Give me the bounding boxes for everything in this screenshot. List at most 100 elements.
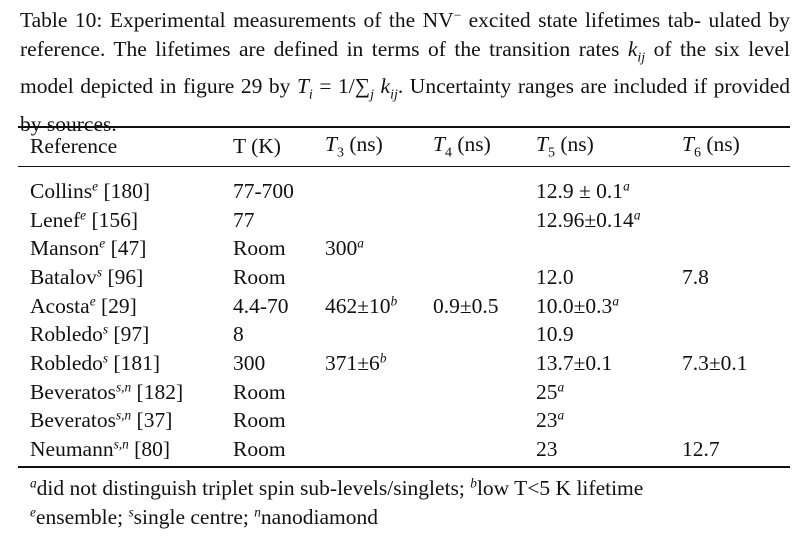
temperature-cell: 8 [233,322,244,347]
reference-cell: Neumanns,n [80] [30,436,170,462]
caption-text-3b: . Uncertainty [397,74,512,99]
footnote-e: ensemble; [35,505,129,529]
t4-cell [433,407,536,436]
header-temperature: T (K) [233,134,281,158]
caption-text-4: ranges are included if provided by sourc… [20,74,791,136]
table-row: Collinse [180] 77-700 12.9 ± 0.1a [30,163,782,206]
t6-cell: 7.8 [682,264,709,289]
header-row: Reference T (K) T3 (ns) T4 (ns) T5 (ns) … [30,130,782,163]
t4-cell [433,206,536,235]
header-t4: T4 (ns) [433,131,491,161]
temperature-cell: 77 [233,207,255,232]
t5-cell: 12.96±0.14a [536,207,641,232]
table-caption: Table 10: Experimental measurements of t… [20,6,790,139]
t4-cell: 0.9±0.5 [433,293,499,318]
t3-cell [325,407,433,436]
t5-cell: 10.9 [536,322,574,347]
header-t3: T3 (ns) [325,131,383,161]
temperature-cell: 77-700 [233,178,294,203]
table-body: Collinse [180] 77-700 12.9 ± 0.1a Lenefe [1… [30,163,782,464]
reference-cell: Beveratoss,n [182] [30,379,184,404]
t4-cell [433,378,536,407]
t3-cell: 462±10b [325,293,398,318]
t3-cell: 371±6b [325,350,387,375]
reference-cell: Lenefe [156] [30,207,139,232]
t4-cell [433,234,536,263]
table-footnotes: adid not distinguish triplet spin sub-le… [30,474,790,532]
reference-cell: Robledos [181] [30,350,160,375]
t3-cell: 300a [325,235,364,261]
temperature-cell: Room [233,437,286,462]
table-row: Beveratoss,n [37] Room 23a [30,407,782,436]
t4-cell [433,163,536,206]
table-row: Beveratoss,n [182] Room 25a [30,378,782,407]
footnote-b: low T<5 K lifetime [476,476,644,500]
t6-cell [682,320,782,349]
t5-cell: 10.0±0.3a [536,293,619,318]
caption-kij: kij [627,37,646,66]
reference-cell: Collinse [180] [30,178,151,203]
top-rule [18,126,790,128]
t6-cell [682,378,782,407]
temperature-cell: 300 [233,350,266,375]
header-t6: T6 (ns) [682,131,740,161]
t4-cell [433,349,536,378]
t3-cell [325,263,433,292]
t4-cell [433,263,536,292]
t5-cell: 23 [536,437,558,462]
caption-text-3: of the six level model depicted in figur… [20,37,791,99]
reference-cell: Batalovs [96] [30,264,144,289]
t6-cell [682,292,782,321]
caption-label: Table 10: [20,8,103,32]
t5-cell: 23a [536,408,565,433]
reference-cell: Robledos [97] [30,321,150,347]
t5-cell [536,234,682,263]
header-t5: T5 (ns) [536,131,594,161]
table-row: Mansone [47] Room 300a [30,234,782,263]
table-row: Acostae [29] 4.4-70 462±10b 0.9±0.5 10.0±0.3… [30,292,782,321]
t4-cell [433,320,536,349]
t5-cell: 12.0 [536,264,574,289]
charge-superscript: − [453,7,462,23]
reference-cell: Beveratoss,n [37] [30,408,173,433]
caption-text-1: Experimental measurements of the NV [109,8,454,32]
t3-cell [325,206,433,235]
footnote-n: nanodiamond [260,505,378,529]
caption-text-2: ulated by reference. The lifetimes are d… [20,8,791,61]
lifetime-table: Reference T (K) T3 (ns) T4 (ns) T5 (ns) … [30,130,782,464]
temperature-cell: 4.4-70 [233,293,289,318]
caption-text-1b: excited state lifetimes tab- [468,8,702,32]
reference-cell: Mansone [47] [30,235,147,261]
t6-cell [682,163,782,206]
table-row: Robledos [97] 8 10.9 [30,320,782,349]
t3-cell [325,320,433,349]
header-rule [18,166,790,167]
bottom-rule [18,466,790,468]
table-row: Batalovs [96] Room 12.0 7.8 [30,263,782,292]
footnote-a: did not distinguish triplet spin sub-lev… [36,476,471,500]
temperature-cell: Room [233,264,286,289]
table-row: Robledos [181] 300 371±6b 13.7±0.1 7.3±0.1 [30,349,782,378]
t6-cell [682,407,782,436]
temperature-cell: Room [233,379,286,404]
t3-cell [325,435,433,464]
t4-cell [433,435,536,464]
t6-cell: 7.3±0.1 [682,350,748,375]
t3-cell [325,163,433,206]
header-reference: Reference [30,134,118,158]
lifetime-formula: Ti = 1/∑j kij [296,74,398,103]
temperature-cell: Room [233,408,286,433]
footnote-line-1: adid not distinguish triplet spin sub-le… [30,475,644,500]
table-row: Lenefe [156] 77 12.96±0.14a [30,206,782,235]
t5-cell: 25a [536,379,565,404]
t5-cell: 13.7±0.1 [536,350,613,375]
t6-cell: 12.7 [682,437,720,462]
t3-cell [325,378,433,407]
t6-cell [682,206,782,235]
footnote-line-2: eensemble; ssingle centre; nnanodiamond [30,504,378,529]
reference-cell: Acostae [29] [30,293,137,318]
table-row: Neumanns,n [80] Room 23 12.7 [30,435,782,464]
t5-cell: 12.9 ± 0.1a [536,178,630,203]
temperature-cell: Room [233,236,286,261]
